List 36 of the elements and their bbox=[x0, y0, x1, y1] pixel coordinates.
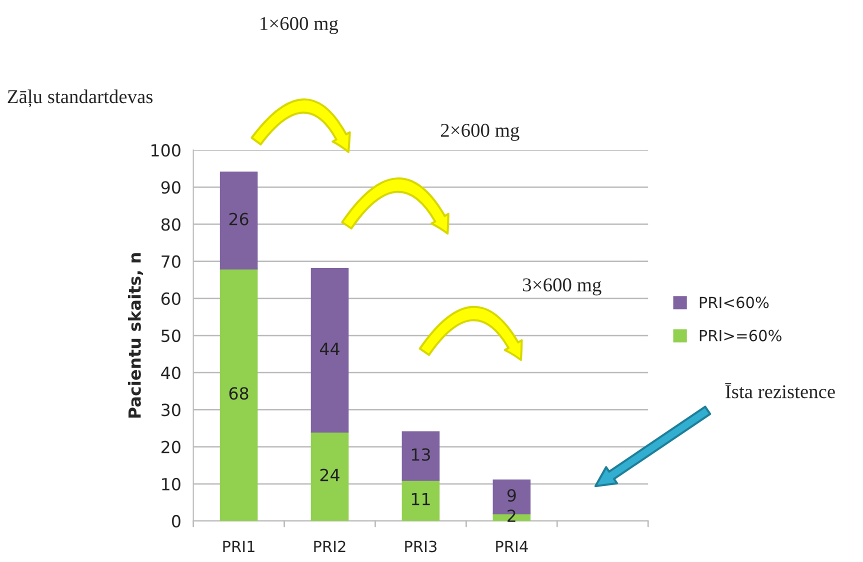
data-label: 24 bbox=[320, 468, 340, 482]
y-tick-label: 0 bbox=[172, 514, 180, 528]
text: Īsta rezistence bbox=[725, 383, 835, 398]
text: 1×600 mg bbox=[260, 16, 338, 34]
data-label: 11 bbox=[412, 493, 430, 506]
annotation: 3×600 mg bbox=[523, 278, 602, 296]
data-label: 9 bbox=[507, 489, 516, 502]
y-tick-label: 70 bbox=[162, 255, 180, 268]
bar bbox=[220, 172, 258, 270]
text: 2×600 mg bbox=[440, 124, 520, 141]
data-label: 44 bbox=[320, 342, 340, 355]
y-tick-label: 20 bbox=[162, 440, 180, 454]
y-tick-label: 30 bbox=[162, 404, 180, 416]
bar bbox=[402, 479, 440, 521]
bar bbox=[310, 268, 349, 433]
bar bbox=[402, 431, 440, 481]
y-tick-label: 40 bbox=[161, 366, 180, 380]
y-tick-label: 100 bbox=[152, 144, 180, 157]
x-tick-label: PRI4 bbox=[496, 540, 528, 552]
y-tick-label: 80 bbox=[161, 218, 180, 231]
x-tick-label: PRI2 bbox=[314, 540, 346, 552]
legend-label: PRI>=60% bbox=[700, 330, 782, 342]
y-axis-title: Pacientu skaits, n bbox=[128, 253, 144, 418]
data-label: 26 bbox=[229, 212, 248, 226]
bar bbox=[220, 268, 258, 521]
y-tick-label: 90 bbox=[161, 181, 180, 194]
legend-label: PRI<60% bbox=[700, 296, 769, 308]
x-tick-label: PRI3 bbox=[405, 540, 437, 552]
y-tick-label: 10 bbox=[162, 478, 180, 490]
bar bbox=[310, 431, 349, 521]
x-tick-label: PRI1 bbox=[223, 540, 254, 552]
y-tick-label: 50 bbox=[162, 329, 180, 342]
data-label: 13 bbox=[412, 448, 430, 461]
text: Zāļu standartdevas bbox=[8, 90, 153, 108]
data-label: 68 bbox=[229, 387, 248, 400]
y-tick-label: 60 bbox=[161, 292, 180, 305]
